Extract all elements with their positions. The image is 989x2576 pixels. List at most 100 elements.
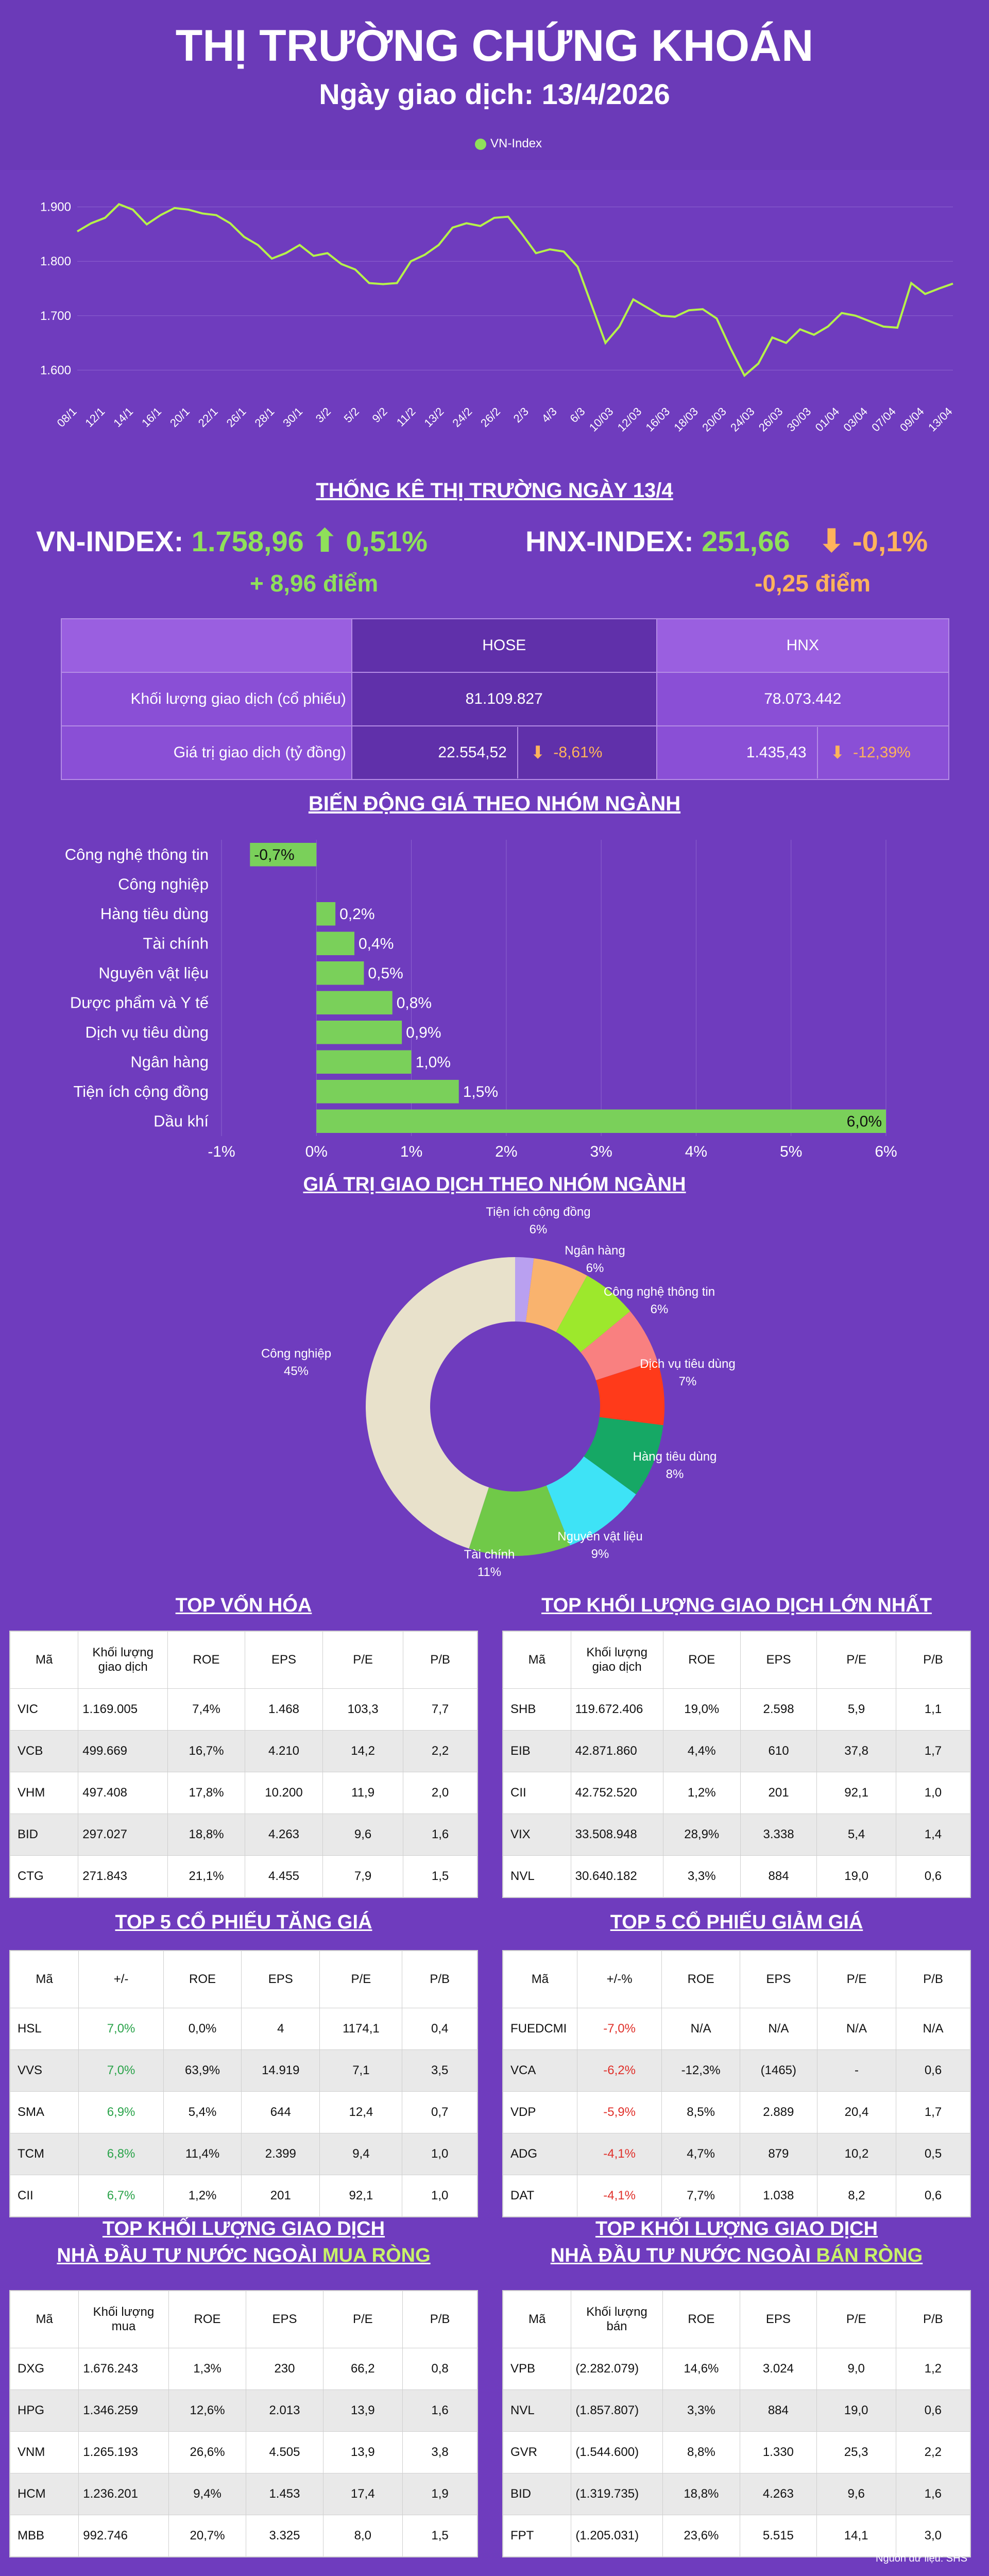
table-cell: 0,5 [896,2133,971,2175]
table-cell: 0,6 [896,2049,971,2092]
category-label: Tiện ích cộng đồng [73,1082,209,1100]
bar-value-label: 1,0% [416,1054,451,1071]
table-title-line: NHÀ ĐẦU TƯ NƯỚC NGOÀI BÁN RÒNG [502,2242,971,2269]
legend-label: VN-Index [490,137,542,150]
table-cell: 9,0 [816,2348,896,2390]
bar-value-label: -0,7% [254,846,294,863]
table-cell: 1,2 [895,2348,971,2390]
ticker-cell: EIB [502,1730,571,1772]
legend-dot-icon [475,138,486,150]
data-table: Mã Khối lượng giao dịch ROE EPS P/E P/B VIC 1.1… [9,1631,478,1898]
header [0,0,989,170]
slice-name-label: Tiện ích cộng đồng [486,1205,590,1219]
slice-name-label: Công nghiệp [261,1347,331,1361]
table-cell: N/A [739,2008,817,2050]
column-header: EPS [740,1631,817,1689]
slice-pct-label: 9% [591,1547,609,1561]
x-tick-label: 6/3 [567,405,587,425]
table-cell: 1,7 [895,1730,971,1772]
table-cell: 17,8% [167,1772,245,1814]
column-header: P/E [322,1631,404,1689]
table-cell: N/A [896,2008,971,2050]
table-cell: 42.752.520 [570,1772,663,1814]
table-cell: - [816,2049,897,2092]
x-tick-label: 26/03 [756,405,786,434]
market-stats-table: HOSE HNX Khối lượng giao dịch (cổ phiếu)… [61,618,950,780]
column-header: P/B [895,2290,971,2348]
table-cell: 1.330 [740,2431,817,2473]
table-cell: N/A [816,2008,897,2050]
table-cell: 14,1 [816,2515,896,2557]
column-header: Mã [502,1631,571,1689]
table-cell: 92,1 [816,1772,896,1814]
table-cell: 1,6 [402,2389,478,2432]
bar-value-label: 0,5% [368,965,403,982]
ticker-cell: VIC [9,1688,79,1731]
category-label: Dược phẩm và Y tế [70,993,209,1011]
x-tick-label: 09/04 [897,405,927,434]
column-header: +/- [78,1950,164,2008]
column-header: P/E [816,1950,897,2008]
table-cell: 63,9% [163,2049,242,2092]
table-cell: 12,6% [168,2389,247,2432]
x-tick-label: 26/2 [478,405,503,430]
ticker-cell: VNM [9,2431,79,2473]
table-cell: 13,9 [322,2431,403,2473]
title-highlight: BÁN RÒNG [816,2245,923,2266]
bar [250,843,317,867]
table-cell: 230 [246,2348,323,2390]
vnindex-series-line [76,203,953,378]
donut-slice [525,1258,587,1332]
hnx-change: -12,39% [853,744,911,761]
table-row: VHM 497.408 17,8% 10.200 11,9 2,0 [9,1772,478,1814]
slice-name-label: Tài chính [464,1548,515,1562]
table-cell: 644 [241,2091,320,2133]
table-cell: 10.200 [244,1772,323,1814]
slice-pct-label: 6% [651,1302,669,1316]
x-tick-label: 2% [495,1143,517,1159]
table-title-line: NHÀ ĐẦU TƯ NƯỚC NGOÀI MUA RÒNG [9,2242,478,2269]
source-note: Nguồn dữ liệu: SHS [876,2553,967,2564]
table-cell: 0,6 [895,2389,971,2432]
column-header: EPS [740,2290,817,2348]
table-cell: 2.013 [246,2389,323,2432]
stat-row-volume-hnx: 78.073.442 [656,672,950,726]
column-header: P/E [816,2290,896,2348]
data-table: Mã +/- ROE EPS P/E P/B HSL 7,0% 0,0% 4 1174,1 0,4 VV… [9,1950,478,2217]
table-cell: 4,4% [662,1730,741,1772]
slice-name-label: Hàng tiêu dùng [633,1450,717,1464]
table-cell: 2.889 [739,2091,817,2133]
column-header: Mã [9,2290,79,2348]
y-tick-label: 1.900 [40,200,71,214]
table-cell: 119.672.406 [570,1688,663,1731]
column-header: Khối lượng bán [571,2290,663,2348]
table-cell: 0,6 [895,1855,971,1898]
column-header: EPS [244,1631,323,1689]
x-tick-label: 3/2 [313,405,333,425]
x-tick-label: 24/2 [450,405,474,430]
data-table: Mã Khối lượng giao dịch ROE EPS P/E P/B SHB 119… [502,1631,971,1898]
table-cell: (1465) [739,2049,817,2092]
table-row: FUEDCMI -7,0% N/A N/A N/A N/A [502,2008,971,2050]
table-cell: 879 [739,2133,817,2175]
stat-row-volume-label: Khối lượng giao dịch (cổ phiếu) [61,672,352,726]
slice-pct-label: 45% [284,1364,309,1378]
stat-row-volume-hose: 81.109.827 [351,672,657,726]
table-row: VCA -6,2% -12,3% (1465) -0,6 [502,2049,971,2092]
table-row: BID 297.027 18,8% 4.263 9,6 1,6 [9,1814,478,1856]
title-highlight: MUA RÒNG [322,2245,431,2266]
table-cell: 1,2% [163,2175,242,2217]
table-cell: (1.544.600) [571,2431,663,2473]
stat-row-value-hose: 22.554,52 ⬇ -8,61% [351,725,657,780]
column-header: +/-% [576,1950,662,2008]
table-cell: 26,6% [168,2431,247,2473]
bar [316,1021,402,1044]
x-tick-label: 6% [875,1143,897,1159]
slice-pct-label: 7% [679,1375,697,1388]
table-cell: 19,0 [816,1855,896,1898]
sector-change-title: BIẾN ĐỘNG GIÁ THEO NHÓM NGÀNH [308,792,681,815]
ticker-cell: TCM [9,2133,79,2175]
hnxindex-summary: HNX-INDEX: 251,66 ⬇ -0,1% [525,523,928,559]
x-tick-label: 08/1 [55,405,79,430]
ticker-cell: VDP [502,2091,577,2133]
